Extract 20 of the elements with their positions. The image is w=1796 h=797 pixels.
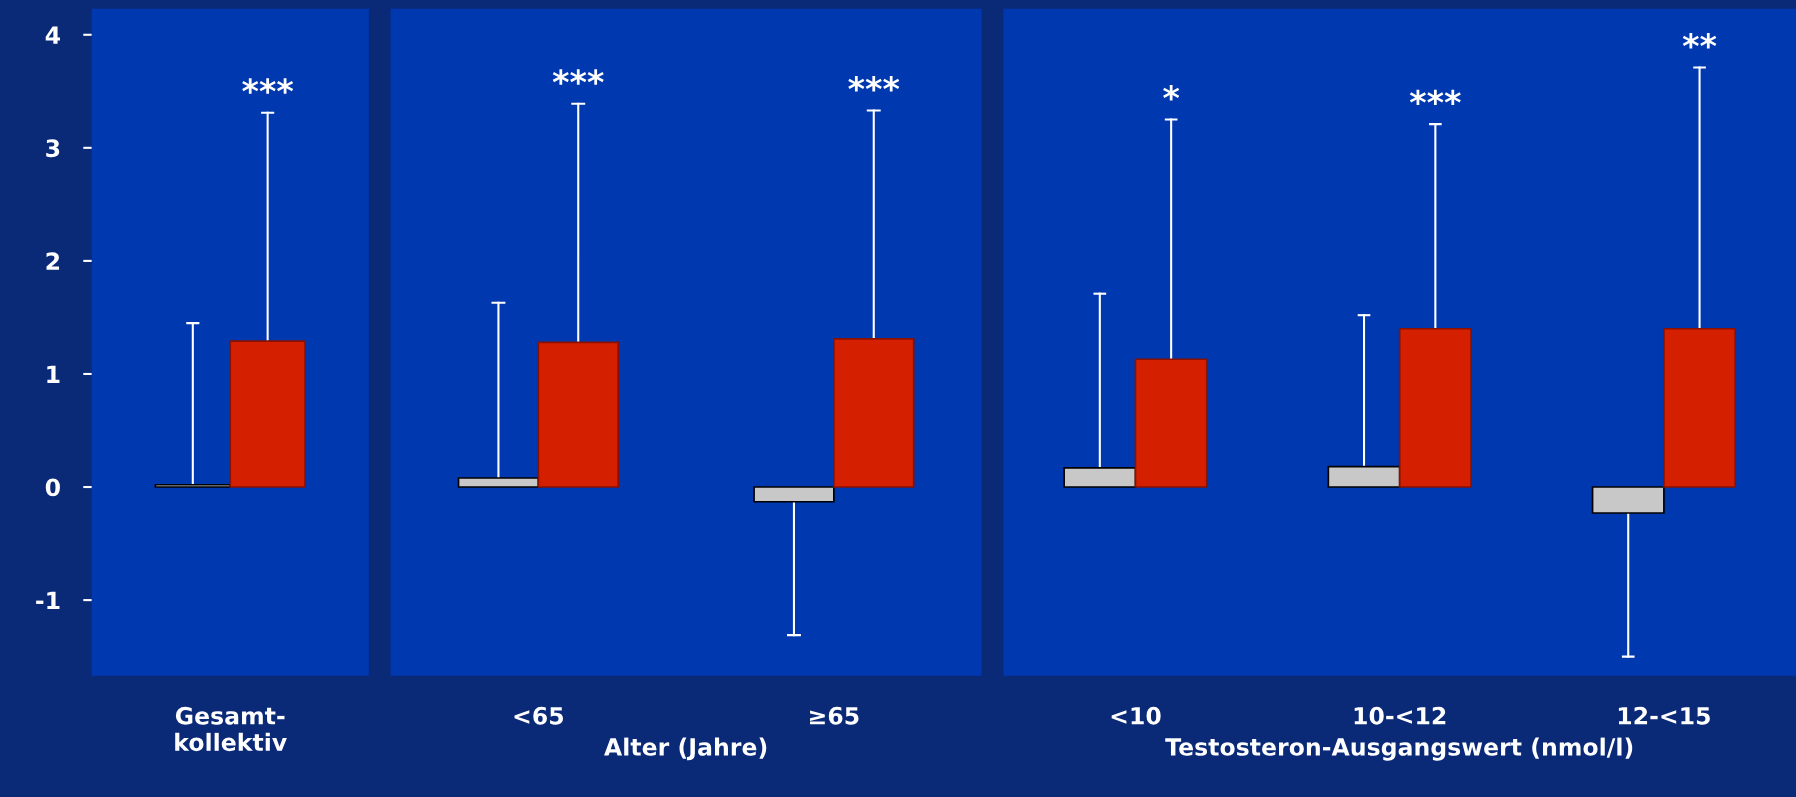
annotation: *** bbox=[552, 69, 604, 85]
x-tick-label: <65 bbox=[514, 706, 564, 725]
x-axis-title: Testosteron-Ausgangswert (nmol/l) bbox=[1165, 737, 1633, 761]
y-tick-label: 4 bbox=[45, 26, 60, 44]
y-tick-label: 0 bbox=[45, 478, 60, 497]
annotation: *** bbox=[1409, 89, 1461, 106]
x-tick-label: <10 bbox=[1111, 706, 1161, 725]
x-axis-title: Alter (Jahre) bbox=[604, 737, 767, 761]
y-tick-label: 1 bbox=[47, 365, 60, 383]
x-tick-label: 10-<12 bbox=[1354, 706, 1446, 725]
x-tick-label: ≥65 bbox=[810, 706, 859, 725]
y-tick-label: 3 bbox=[46, 139, 60, 158]
y-tick-label: -1 bbox=[36, 591, 60, 610]
annotation: * bbox=[1163, 85, 1180, 101]
annotation: ** bbox=[1682, 33, 1717, 49]
y-tick-label: 2 bbox=[46, 252, 60, 270]
annotation: *** bbox=[848, 76, 900, 92]
annotation: *** bbox=[242, 78, 294, 94]
x-tick-label: 12-<15 bbox=[1618, 706, 1710, 725]
x-tick-label: Gesamt- kollektiv bbox=[175, 706, 287, 752]
